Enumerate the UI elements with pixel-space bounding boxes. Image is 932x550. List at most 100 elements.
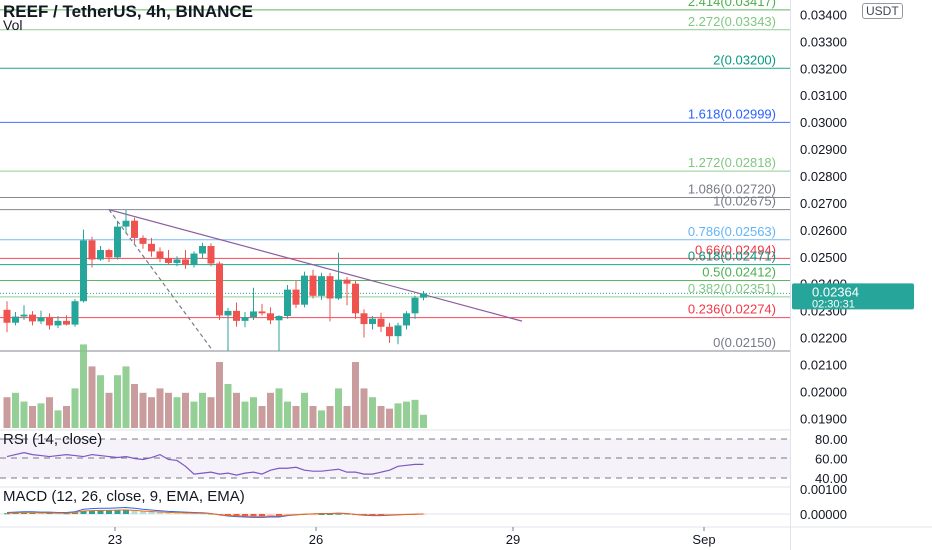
volume-bar xyxy=(80,344,87,428)
rsi-axis-label: 80.00 xyxy=(815,432,848,447)
macd-histogram-bar xyxy=(267,514,274,517)
volume-bar xyxy=(156,388,164,428)
macd-histogram-bar xyxy=(318,514,325,515)
macd-histogram-bar xyxy=(276,514,282,517)
macd-histogram-bar xyxy=(106,510,112,514)
macd-histogram-bar xyxy=(191,513,197,515)
volume-bar xyxy=(216,362,223,428)
rsi-label[interactable]: RSI (14, close) xyxy=(3,431,103,448)
volume-bar xyxy=(420,414,427,428)
time-axis-label: 26 xyxy=(309,532,323,547)
price-axis-label: 0.01900 xyxy=(800,411,847,426)
candle-body xyxy=(284,289,291,317)
candle-body xyxy=(29,314,36,322)
price-axis-label: 0.03200 xyxy=(800,61,847,76)
volume-bar xyxy=(63,406,70,428)
volume-bar xyxy=(97,375,104,428)
candle-body xyxy=(207,246,215,264)
price-axis-label: 0.03400 xyxy=(800,7,847,22)
volume-bar xyxy=(258,406,266,428)
candle-body xyxy=(394,325,402,337)
candle-body xyxy=(241,317,249,321)
symbol-title[interactable]: REEF / TetherUS, 4h, BINANCE xyxy=(3,2,253,21)
candle-body xyxy=(165,258,172,263)
candle-body xyxy=(12,316,19,323)
volume-bar xyxy=(292,406,300,428)
fib-level-label: 2.414(0.03417) xyxy=(688,0,776,9)
macd-axis-label: 0.00000 xyxy=(800,507,847,522)
fib-level-label: 0(0.02150) xyxy=(713,335,776,350)
current-price-badge xyxy=(792,283,914,310)
volume-bar xyxy=(352,362,359,428)
volume-bar xyxy=(403,401,410,428)
volume-bar xyxy=(360,388,368,428)
fib-level-label: 0.618(0.02471) xyxy=(688,249,776,264)
volume-bar xyxy=(20,401,28,428)
volume-bar xyxy=(139,392,147,428)
volume-bar xyxy=(369,397,376,428)
volume-bar xyxy=(224,384,232,428)
candle-body xyxy=(326,276,334,299)
macd-label[interactable]: MACD (12, 26, close, 9, EMA, EMA) xyxy=(3,488,245,505)
volume-bar xyxy=(377,406,385,428)
rsi-axis-label: 40.00 xyxy=(815,471,848,486)
macd-histogram-bar xyxy=(123,509,129,514)
volume-bar xyxy=(343,406,351,428)
price-axis-separator xyxy=(790,0,791,550)
candle-body xyxy=(377,318,385,327)
candle-body xyxy=(224,310,232,316)
candle-body xyxy=(301,275,308,305)
fib-level-label: 0.66(0.02494) xyxy=(695,242,776,257)
macd-histogram-bar xyxy=(80,511,87,514)
current-price-value: 0.02364 xyxy=(812,284,859,299)
volume-bar xyxy=(190,401,198,428)
price-axis-label: 0.02100 xyxy=(800,357,847,372)
macd-histogram-bar xyxy=(97,510,104,514)
macd-histogram-bar xyxy=(46,513,53,514)
fib-level-label: 2.272(0.03343) xyxy=(688,14,776,29)
fib-level-label: 1.086(0.02720) xyxy=(688,182,776,197)
price-axis-label: 0.02200 xyxy=(800,331,847,346)
price-axis-label: 0.03100 xyxy=(800,88,847,103)
candle-body xyxy=(139,237,147,244)
candle-body xyxy=(20,314,28,317)
volume-bar xyxy=(54,410,62,428)
price-axis-label: 0.02700 xyxy=(800,196,847,211)
macd-histogram-bar xyxy=(63,513,70,515)
volume-bar xyxy=(37,403,45,428)
volume-bar xyxy=(386,408,393,428)
volume-label[interactable]: Vol xyxy=(3,17,23,33)
macd-histogram-bar xyxy=(208,514,214,515)
candle-body xyxy=(275,316,283,321)
volume-bar xyxy=(267,392,274,428)
volume-bar xyxy=(309,406,317,428)
volume-bar xyxy=(148,397,155,428)
macd-histogram-bar xyxy=(165,512,172,514)
rsi-line xyxy=(6,452,424,476)
time-axis-label: 23 xyxy=(108,532,122,547)
macd-histogram-bar xyxy=(131,510,138,514)
currency-badge[interactable]: USDT xyxy=(862,3,903,19)
volume-bar xyxy=(122,366,130,428)
macd-histogram-bar xyxy=(89,510,95,514)
volume-bar xyxy=(71,388,79,428)
candle-body xyxy=(386,326,393,337)
candle-body xyxy=(420,293,427,298)
price-axis-label: 0.02500 xyxy=(800,250,847,265)
macd-histogram-bar xyxy=(140,511,146,514)
fib-level-label: 1.618(0.02999) xyxy=(688,106,776,121)
candle-body xyxy=(233,310,240,321)
macd-histogram-bar xyxy=(182,513,189,514)
candle-body xyxy=(369,318,376,325)
macd-histogram-bar xyxy=(335,513,342,515)
candle-body xyxy=(156,251,164,259)
volume-bar xyxy=(411,399,419,428)
candle-body xyxy=(258,311,266,314)
price-axis-label: 0.03000 xyxy=(800,115,847,130)
candle-body xyxy=(105,250,113,258)
candle-body xyxy=(309,275,317,296)
volume-bar xyxy=(199,392,206,428)
candle-body xyxy=(411,297,419,314)
time-axis-label: 29 xyxy=(506,532,520,547)
